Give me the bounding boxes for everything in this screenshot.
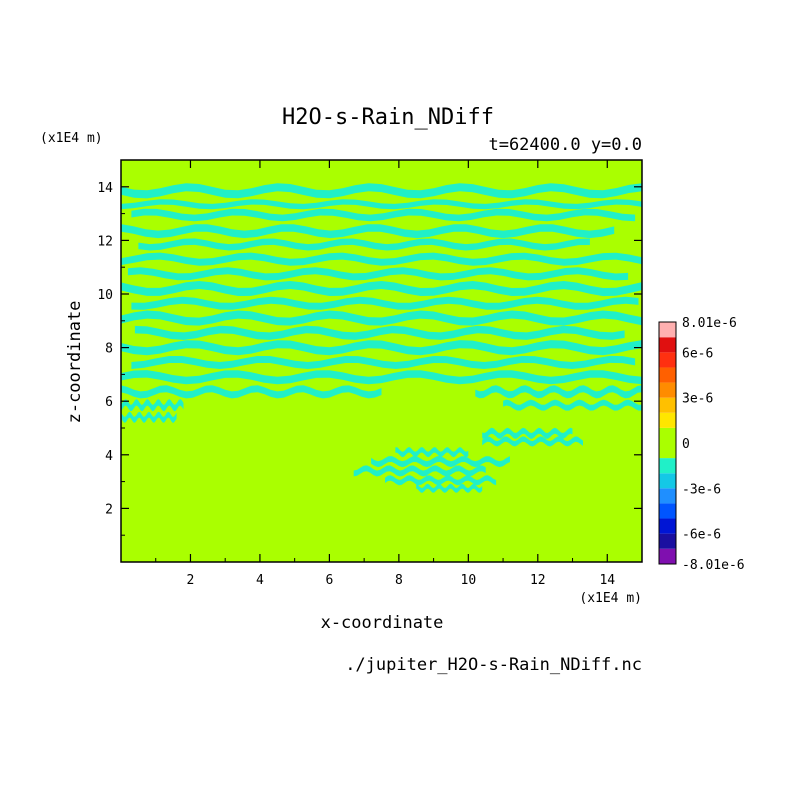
contour-band (121, 310, 642, 326)
x-tick-label: 4 (256, 573, 264, 588)
contour-band (371, 456, 510, 468)
contour-band (131, 355, 636, 369)
x-axis-label: x-coordinate (321, 613, 444, 633)
colorbar-swatch (659, 367, 676, 383)
axis-ticks: 2 4 6 8 10 12 14 2 4 6 8 10 12 14 (97, 160, 642, 588)
x-tick-label: 14 (599, 573, 615, 588)
colorbar-label: -8.01e-6 (682, 558, 745, 573)
contour-band (134, 325, 625, 340)
contour-band (121, 252, 642, 266)
contour-band (121, 224, 615, 239)
contour-band (121, 399, 184, 412)
contour-band (121, 183, 642, 199)
y-tick-label: 4 (105, 449, 113, 464)
x-tick-label: 6 (325, 573, 333, 588)
colorbar-swatch (659, 458, 676, 474)
contour-band (475, 385, 642, 399)
colorbar-swatch (659, 518, 676, 534)
chart-subtitle: t=62400.0 y=0.0 (488, 135, 642, 155)
colorbar-swatch (659, 503, 676, 519)
contour-band (395, 447, 469, 458)
contour-band (353, 465, 486, 477)
contour-band (127, 267, 629, 281)
colorbar-swatch (659, 322, 676, 338)
x-tick-label: 2 (187, 573, 195, 588)
colorbar-swatch (659, 412, 676, 428)
colorbar: 8.01e-6 6e-6 3e-6 0 -3e-6 -6e-6 -8.01e-6 (658, 316, 745, 573)
x-tick-label: 10 (461, 573, 477, 588)
contour-band (121, 340, 642, 356)
colorbar-swatch (659, 397, 676, 413)
contour-band (503, 399, 642, 411)
x-tick-label: 12 (530, 573, 546, 588)
contour-band (482, 427, 573, 439)
contour-band (121, 370, 642, 385)
y-tick-label: 12 (97, 234, 113, 249)
plot-frame (120, 159, 643, 563)
contour-band (131, 296, 639, 310)
colorbar-label: 3e-6 (682, 392, 713, 407)
contour-band (385, 475, 497, 486)
colorbar-swatch (659, 352, 676, 368)
source-filename: ./jupiter_H2O-s-Rain_NDiff.nc (345, 655, 642, 675)
colorbar-label: -6e-6 (682, 528, 721, 543)
colorbar-swatch (659, 533, 676, 549)
contour-band (131, 208, 636, 222)
colorbar-swatch (659, 488, 676, 504)
colorbar-label: 6e-6 (682, 346, 713, 361)
y-tick-label: 2 (105, 502, 113, 517)
colorbar-swatch (659, 337, 676, 353)
colorbar-swatch (659, 548, 676, 564)
contour-band (121, 281, 642, 297)
colorbar-label: 0 (682, 437, 690, 452)
x-axis-unit: (x1E4 m) (579, 591, 642, 606)
colorbar-label: -3e-6 (682, 482, 721, 497)
y-axis-unit: (x1E4 m) (40, 131, 103, 146)
x-tick-label: 8 (395, 573, 403, 588)
y-tick-label: 6 (105, 395, 113, 410)
heatmap-field (121, 160, 642, 562)
y-tick-label: 8 (105, 342, 113, 357)
y-axis-label: z-coordinate (65, 301, 85, 424)
colorbar-swatch (659, 473, 676, 489)
contour-band (416, 483, 483, 493)
colorbar-swatch (659, 427, 676, 459)
colorbar-label: 8.01e-6 (682, 316, 737, 331)
colorbar-swatch (659, 382, 676, 398)
contour-band (121, 411, 177, 423)
contour-band (121, 385, 382, 399)
contour-band (138, 238, 590, 251)
contour-band (482, 436, 583, 447)
colorbar-frame (658, 321, 677, 565)
y-tick-label: 10 (97, 288, 113, 303)
contour-band (121, 199, 642, 210)
chart-title: H2O-s-Rain_NDiff (282, 105, 494, 130)
y-tick-label: 14 (97, 181, 113, 196)
